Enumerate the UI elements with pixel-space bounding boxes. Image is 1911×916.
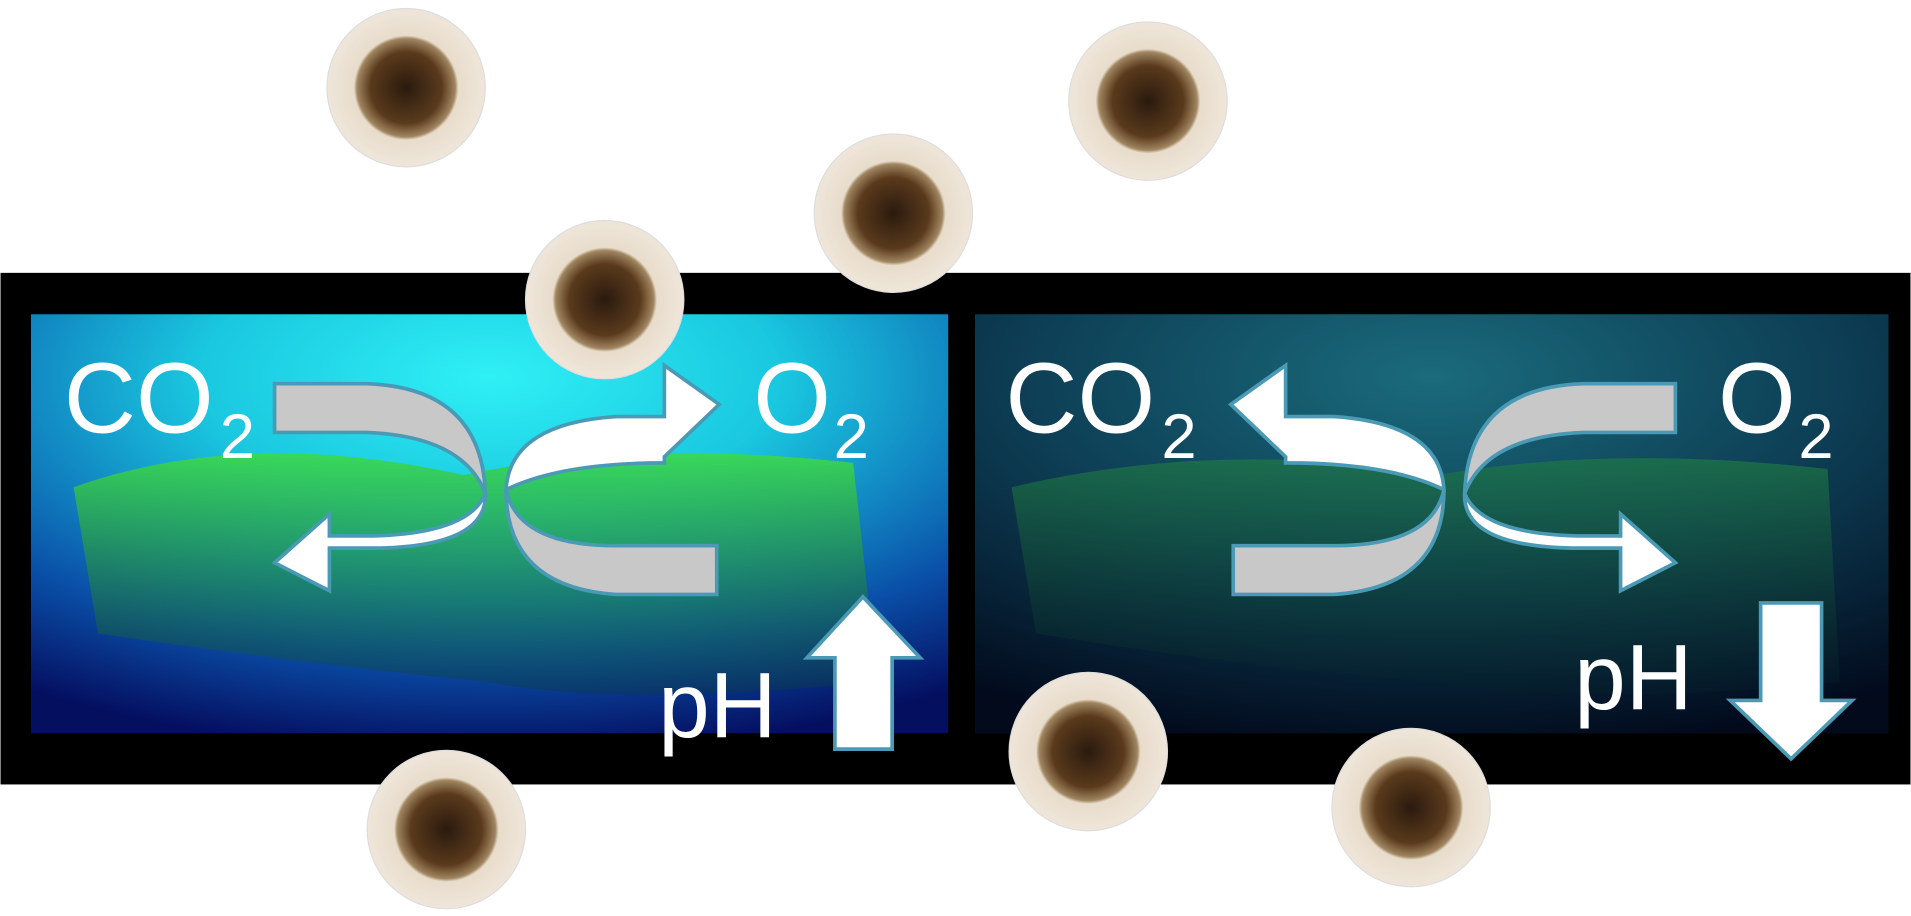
gas-subscript: 2 — [220, 402, 255, 472]
ph-up-arrow — [802, 594, 925, 751]
gas-label: CO — [64, 343, 214, 454]
larva — [366, 749, 527, 910]
larvae — [326, 7, 1491, 910]
gas-label: O — [1718, 343, 1796, 454]
ph-down-arrow — [1725, 601, 1857, 762]
larva — [1068, 21, 1228, 181]
gas-subscript: 2 — [1798, 402, 1833, 472]
gas-label: O — [753, 343, 831, 454]
ph-label: pH — [1574, 625, 1692, 729]
gas-subscript: 2 — [1161, 402, 1196, 472]
larva — [813, 133, 974, 293]
larva — [326, 7, 486, 168]
seagrass — [1011, 458, 1840, 695]
larva — [1008, 671, 1169, 832]
ph-label: pH — [658, 653, 776, 757]
seagrass — [73, 453, 878, 695]
larva — [524, 219, 685, 380]
larva — [1331, 727, 1491, 888]
gas-label: CO — [1005, 343, 1155, 454]
gas-subscript: 2 — [834, 402, 869, 472]
